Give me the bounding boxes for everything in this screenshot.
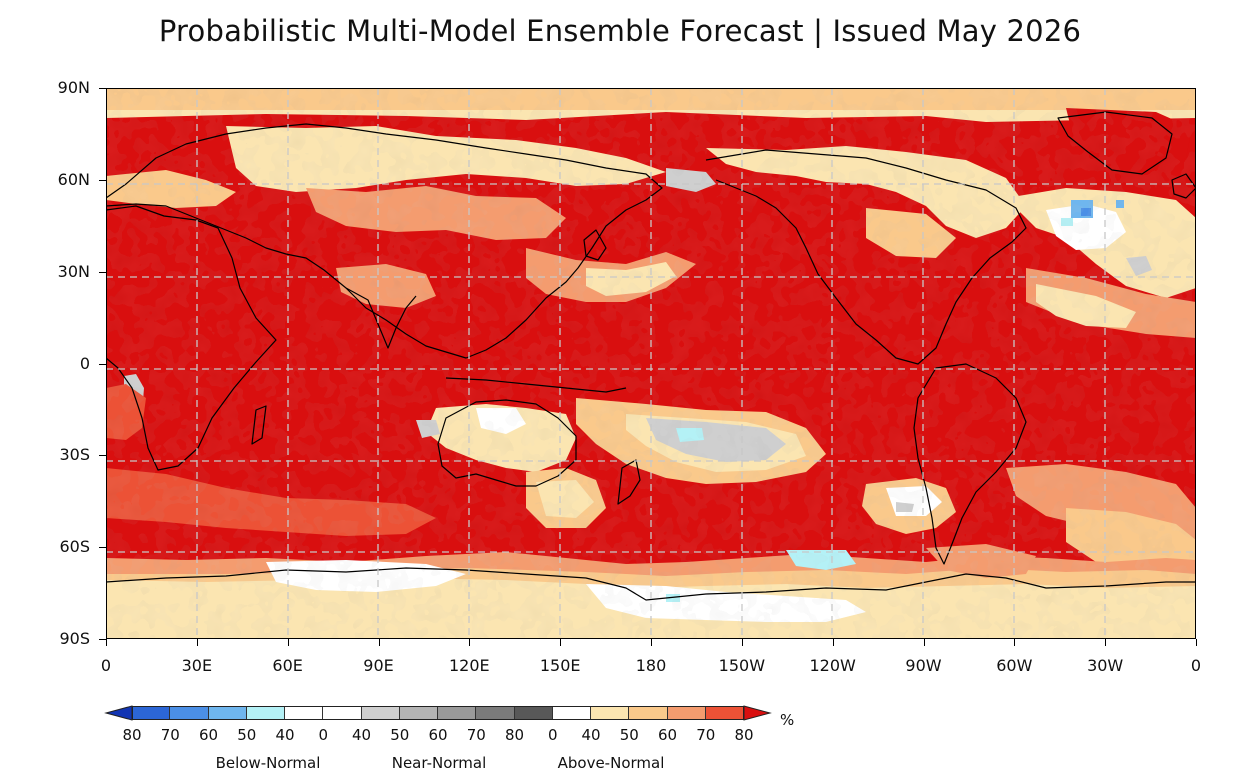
legend-swatch — [285, 706, 324, 720]
lon-label: 60E — [272, 656, 303, 675]
lat-label: 0 — [79, 353, 90, 373]
indonesia-coast — [445, 377, 627, 393]
lon-label: 150W — [718, 656, 766, 675]
legend-tick-label: 40 — [581, 726, 601, 744]
legend-tick-label: 70 — [696, 726, 716, 744]
legend-tick-label: 0 — [547, 726, 558, 744]
legend-tick-label: 0 — [318, 726, 329, 744]
legend-swatch — [361, 706, 400, 720]
legend-tick-label: 70 — [466, 726, 486, 744]
coastlines — [106, 111, 1196, 601]
legend-colorbar — [104, 705, 774, 721]
antarctica-coast — [106, 567, 1196, 601]
legend-swatch — [629, 706, 668, 720]
lon-tick — [378, 639, 380, 646]
legend-swatch — [246, 706, 285, 720]
lon-tick — [1196, 639, 1197, 646]
lat-tick — [99, 179, 106, 181]
legend-swatch — [132, 706, 171, 720]
madagascar-coast — [251, 405, 267, 445]
lat-tick — [99, 88, 106, 89]
lon-label: 30W — [1087, 656, 1124, 675]
legend-swatch — [705, 706, 744, 720]
lon-tick — [1014, 639, 1016, 646]
lat-tick — [99, 639, 106, 640]
lon-label: 60W — [996, 656, 1033, 675]
legend-swatch — [170, 706, 209, 720]
graticule — [106, 88, 1196, 639]
map-title: Probabilistic Multi-Model Ensemble Forec… — [158, 14, 1082, 48]
lon-tick — [196, 639, 198, 646]
legend-tick-label: 60 — [198, 726, 219, 744]
uk-coast — [1171, 173, 1196, 199]
lon-label: 180 — [635, 656, 667, 675]
legend-unit: % — [780, 711, 795, 729]
legend-swatch — [208, 706, 247, 720]
lon-tick — [923, 639, 925, 646]
legend-arrow-right — [743, 705, 772, 721]
legend-tick-label: 50 — [619, 726, 639, 744]
australia-coast — [437, 399, 577, 487]
lat-label: 30N — [57, 261, 90, 281]
legend-swatch — [514, 706, 553, 720]
legend-swatch — [476, 706, 515, 720]
lat-tick — [99, 547, 106, 549]
lat-label: 90N — [57, 78, 90, 97]
legend-tick-label: 60 — [428, 726, 448, 744]
greenland-coast — [1057, 111, 1173, 175]
lat-tick — [99, 363, 106, 365]
lon-tick — [832, 639, 834, 646]
lon-tick — [287, 639, 289, 646]
lon-label: 90W — [905, 656, 942, 675]
lat-tick — [99, 455, 106, 457]
legend-tick-label: 80 — [122, 726, 142, 744]
legend-tick-label: 60 — [657, 726, 678, 744]
lon-label: 90E — [363, 656, 394, 675]
lon-label: 120W — [809, 656, 856, 675]
legend-group-below: Below-Normal — [215, 754, 321, 772]
lon-label: 120E — [449, 656, 490, 675]
lon-label: 0 — [1190, 656, 1202, 675]
lat-label: 90S — [59, 629, 90, 648]
legend-swatch — [399, 706, 438, 720]
legend-swatch — [552, 706, 591, 720]
forecast-map — [106, 88, 1196, 639]
south-america-coast — [913, 363, 1027, 565]
legend-tick-label: 50 — [390, 726, 410, 744]
legend-tick-label: 80 — [734, 726, 754, 744]
lon-tick — [651, 639, 652, 646]
legend-group-above: Above-Normal — [557, 754, 665, 772]
legend-arrow-left — [104, 705, 133, 721]
lat-label: 60S — [59, 537, 90, 557]
lat-label: 30S — [59, 445, 90, 465]
legend-swatch — [323, 706, 362, 720]
japan-coast — [583, 229, 607, 261]
lon-label: 0 — [100, 656, 112, 675]
legend-swatch — [667, 706, 706, 720]
legend-tick-label: 50 — [237, 726, 257, 744]
legend-group-near: Near-Normal — [391, 754, 487, 772]
lon-label: 30E — [181, 656, 213, 675]
legend-tick-label: 70 — [160, 726, 180, 744]
lon-tick — [741, 639, 743, 646]
legend-swatch — [591, 706, 630, 720]
lon-tick — [1105, 639, 1107, 646]
lat-label: 60N — [57, 169, 90, 189]
legend-swatch — [438, 706, 477, 720]
lat-tick — [99, 271, 106, 273]
eurasia-coast — [106, 123, 663, 359]
africa-coast — [106, 205, 277, 471]
new-zealand-coast — [617, 459, 641, 505]
lon-tick — [560, 639, 562, 646]
legend-tick-label: 80 — [504, 726, 525, 744]
lon-tick — [106, 639, 107, 646]
north-america-coast — [705, 149, 1027, 365]
legend-tick-label: 40 — [275, 726, 295, 744]
lon-tick — [469, 639, 471, 646]
india-coast — [345, 287, 417, 349]
legend-tick-label: 40 — [351, 726, 372, 744]
lon-label: 150E — [539, 656, 581, 675]
